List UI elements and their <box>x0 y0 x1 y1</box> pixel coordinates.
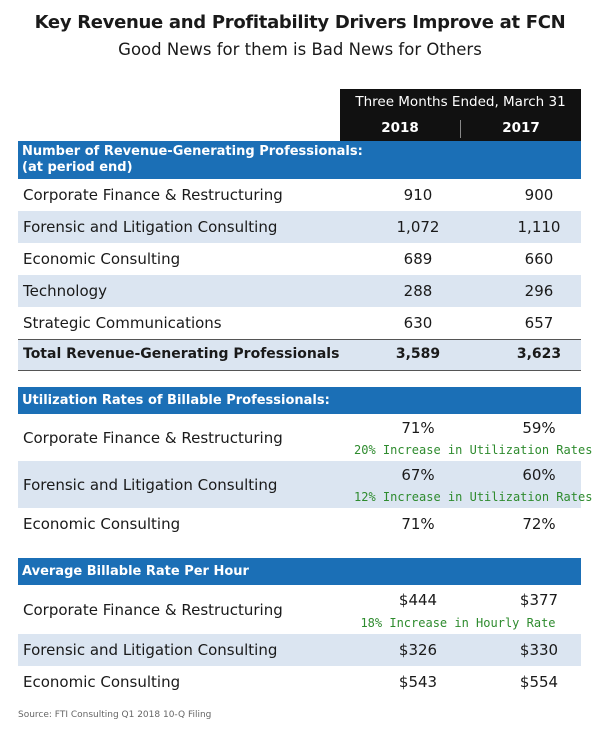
value-2018: 71% <box>401 419 435 437</box>
period-header: Three Months Ended, March 31 <box>340 89 581 115</box>
table-row: Forensic and Litigation Consulting 67% 6… <box>18 461 593 508</box>
section-billable-rate-heading: Average Billable Rate Per Hour <box>18 558 581 585</box>
value-2017: 296 <box>524 282 554 300</box>
table-row: Economic Consulting $543 $554 <box>18 666 581 698</box>
year-2017-header: 2017 <box>502 120 540 136</box>
value-2018: 910 <box>403 186 433 204</box>
value-2017: 60% <box>522 466 556 484</box>
increase-note: 18% Increase in Hourly Rate <box>360 616 556 630</box>
total-label: Total Revenue-Generating Professionals <box>23 346 340 362</box>
value-2017: 72% <box>522 515 556 533</box>
value-2017: $377 <box>519 591 559 609</box>
row-label: Forensic and Litigation Consulting <box>23 476 278 494</box>
section-utilization-heading: Utilization Rates of Billable Profession… <box>18 387 581 414</box>
page-title: Key Revenue and Profitability Drivers Im… <box>34 12 566 33</box>
section-professionals-subtitle: (at period end) <box>22 160 133 175</box>
value-2017: 660 <box>524 250 554 268</box>
row-label: Economic Consulting <box>23 250 181 268</box>
value-2018: $543 <box>398 673 438 691</box>
page-subtitle: Good News for them is Bad News for Other… <box>118 40 482 59</box>
table-row: Forensic and Litigation Consulting $326 … <box>18 634 581 666</box>
section-professionals-title: Number of Revenue-Generating Professiona… <box>22 144 363 159</box>
value-2017: 1,110 <box>517 218 561 236</box>
row-label: Forensic and Litigation Consulting <box>23 641 278 659</box>
value-2018: 71% <box>401 515 435 533</box>
table-row: Corporate Finance & Restructuring 71% 59… <box>18 414 593 461</box>
value-2017: 59% <box>522 419 556 437</box>
row-label: Corporate Finance & Restructuring <box>23 601 283 619</box>
value-2018: 67% <box>401 466 435 484</box>
table-row: Economic Consulting 689 660 <box>18 243 581 275</box>
value-2017: 900 <box>524 186 554 204</box>
value-2017: 657 <box>524 314 554 332</box>
value-2018: 288 <box>403 282 433 300</box>
value-2017: $330 <box>519 641 559 659</box>
value-2018: $444 <box>398 591 438 609</box>
total-2017: 3,623 <box>516 346 562 362</box>
section-professionals-heading: Number of Revenue-Generating Professiona… <box>18 141 581 179</box>
table-row: Strategic Communications 630 657 <box>18 307 581 339</box>
value-2018: $326 <box>398 641 438 659</box>
total-2018: 3,589 <box>395 346 441 362</box>
section-billable-rate-title: Average Billable Rate Per Hour <box>22 564 249 579</box>
row-label: Corporate Finance & Restructuring <box>23 429 283 447</box>
row-label: Strategic Communications <box>23 314 222 332</box>
year-2018-header: 2018 <box>381 120 419 136</box>
value-2017: $554 <box>519 673 559 691</box>
source-note: Source: FTI Consulting Q1 2018 10-Q Fili… <box>18 710 212 720</box>
value-2018: 1,072 <box>396 218 440 236</box>
row-label: Corporate Finance & Restructuring <box>23 186 283 204</box>
increase-note: 12% Increase in Utilization Rates <box>354 490 593 504</box>
year-divider <box>460 120 461 138</box>
table-row: Corporate Finance & Restructuring $444 $… <box>18 585 581 634</box>
table-row: Economic Consulting 71% 72% <box>18 508 581 540</box>
table-row: Corporate Finance & Restructuring 910 90… <box>18 179 581 211</box>
total-row: Total Revenue-Generating Professionals 3… <box>18 339 581 371</box>
section-utilization-title: Utilization Rates of Billable Profession… <box>22 393 330 408</box>
row-label: Economic Consulting <box>23 673 181 691</box>
row-label: Forensic and Litigation Consulting <box>23 218 278 236</box>
increase-note: 20% Increase in Utilization Rates <box>354 443 593 457</box>
value-2018: 630 <box>403 314 433 332</box>
year-header: 2018 2017 <box>340 115 581 141</box>
row-label: Technology <box>23 282 108 300</box>
row-label: Economic Consulting <box>23 515 181 533</box>
table-row: Forensic and Litigation Consulting 1,072… <box>18 211 581 243</box>
table-row: Technology 288 296 <box>18 275 581 307</box>
value-2018: 689 <box>403 250 433 268</box>
